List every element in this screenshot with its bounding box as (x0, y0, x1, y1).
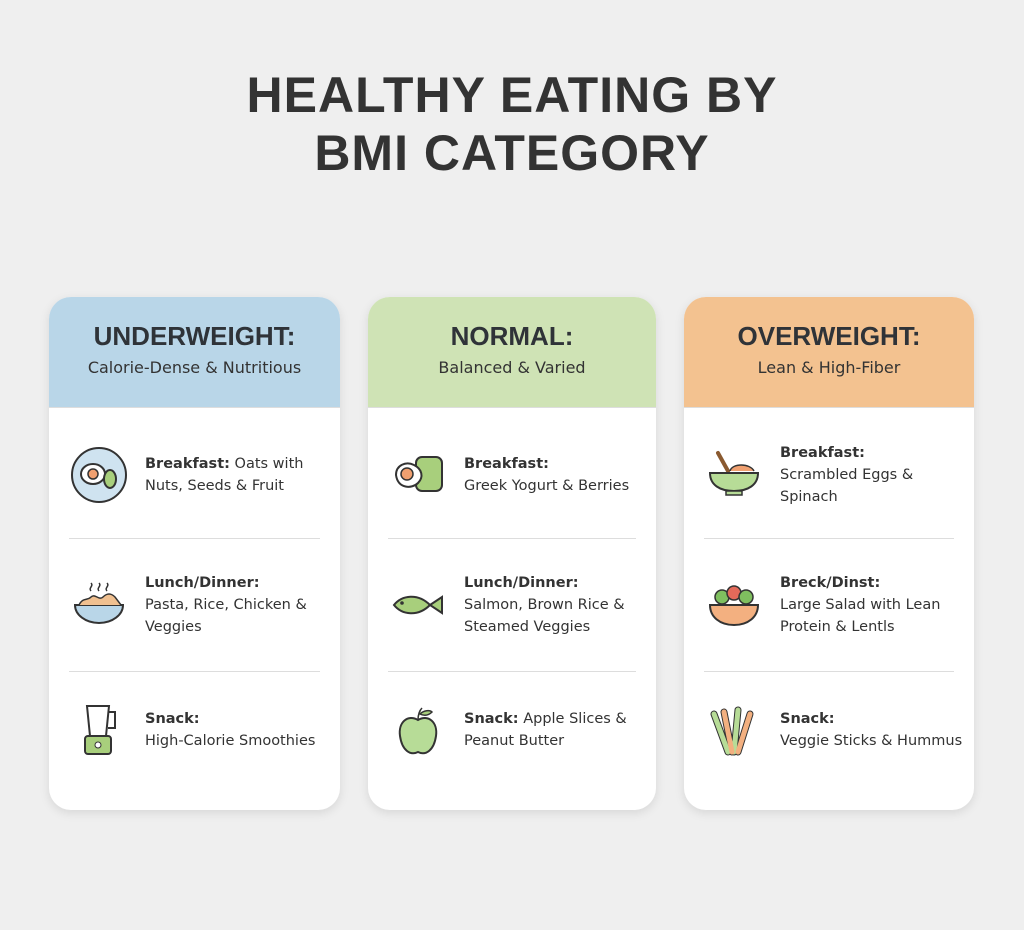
meal-label: Lunch/Dinner: (145, 575, 260, 591)
icon (398, 707, 438, 755)
icon (708, 451, 760, 496)
meal-desc: Large Salad with Lean Protein & Lentls (780, 597, 941, 635)
meal-label: Breck/Dinst: (780, 575, 881, 591)
meal-desc: Apple Slices & Peanut Butter (464, 711, 627, 749)
icon (710, 706, 754, 756)
meal-desc: Oats with Nuts, Seeds & Fruit (145, 456, 304, 494)
meal-item: Snack: High-Calorie Smoothies (49, 685, 340, 775)
icon (84, 705, 116, 755)
card-subtitle: Balanced & Varied (438, 358, 586, 377)
meal-item: Snack: Veggie Sticks & Hummus (684, 685, 974, 775)
meal-item: Breakfast: Oats with Nuts, Seeds & Fruit (49, 430, 340, 520)
meal-desc: Pasta, Rice, Chicken & Veggies (145, 597, 307, 635)
meal-text: Lunch/Dinner: Pasta, Rice, Chicken & Vegg… (145, 572, 325, 638)
meal-label: Breakfast: (780, 445, 865, 461)
meal-text: Snack: Veggie Sticks & Hummus (780, 708, 970, 752)
meal-item: Breck/Dinst: Large Salad with Lean Protei… (684, 560, 974, 650)
meal-desc: Greek Yogurt & Berries (464, 478, 630, 494)
card-header: UNDERWEIGHT: Calorie-Dense & Nutritious (49, 297, 340, 408)
meal-item: Lunch/Dinner: Pasta, Rice, Chicken & Vegg… (49, 560, 340, 650)
card-title: UNDERWEIGHT: (93, 321, 296, 351)
card: UNDERWEIGHT: Calorie-Dense & Nutritious … (49, 297, 340, 810)
meal-text: Breck/Dinst: Large Salad with Lean Protei… (780, 572, 960, 638)
meal-item: Breakfast: Scrambled Eggs & Spinach (684, 430, 974, 520)
card-header: NORMAL: Balanced & Varied (368, 297, 656, 408)
meal-item: Lunch/Dinner: Salmon, Brown Rice & Steame… (368, 560, 656, 650)
divider (388, 671, 636, 672)
meal-desc: Scrambled Eggs & Spinach (780, 467, 914, 505)
meal-label: Breakfast: (145, 456, 230, 472)
meal-label: Snack: (145, 711, 200, 727)
meal-text: Breakfast: Scrambled Eggs & Spinach (780, 442, 970, 508)
card-subtitle: Lean & High-Fiber (757, 358, 901, 377)
card: OVERWEIGHT: Lean & High-Fiber Breakfast:… (684, 297, 974, 810)
icon (708, 585, 760, 627)
icon (392, 595, 443, 615)
title: HEALTHY EATING BY BMI CATEGORY (246, 67, 778, 181)
meal-text: Breakfast: Oats with Nuts, Seeds & Fruit (145, 453, 325, 497)
icon (71, 447, 127, 503)
meal-item: Snack: Apple Slices & Peanut Butter (368, 685, 656, 775)
meal-text: Breakfast: Greek Yogurt & Berries (464, 453, 644, 497)
divider (69, 671, 320, 672)
meal-label: Snack: (780, 711, 835, 727)
icon (394, 456, 443, 492)
card-title: OVERWEIGHT: (737, 321, 921, 351)
divider (704, 671, 954, 672)
meal-text: Snack: High-Calorie Smoothies (145, 708, 325, 752)
meal-label: Lunch/Dinner: (464, 575, 579, 591)
meal-desc: High-Calorie Smoothies (145, 733, 316, 749)
card-header: OVERWEIGHT: Lean & High-Fiber (684, 297, 974, 408)
divider (704, 538, 954, 539)
card-title: NORMAL: (450, 321, 574, 351)
meal-desc: Veggie Sticks & Hummus (780, 733, 963, 749)
icon (73, 582, 125, 624)
meal-label: Snack: (464, 711, 519, 727)
card: NORMAL: Balanced & Varied Breakfast: Gree… (368, 297, 656, 810)
meal-text: Snack: Apple Slices & Peanut Butter (464, 708, 629, 752)
divider (388, 538, 636, 539)
divider (69, 538, 320, 539)
meal-item: Breakfast: Greek Yogurt & Berries (368, 430, 656, 520)
meal-label: Breakfast: (464, 456, 549, 472)
card-subtitle: Calorie-Dense & Nutritious (87, 358, 302, 377)
meal-desc: Salmon, Brown Rice & Steamed Veggies (464, 597, 625, 635)
meal-text: Lunch/Dinner: Salmon, Brown Rice & Steame… (464, 572, 644, 638)
